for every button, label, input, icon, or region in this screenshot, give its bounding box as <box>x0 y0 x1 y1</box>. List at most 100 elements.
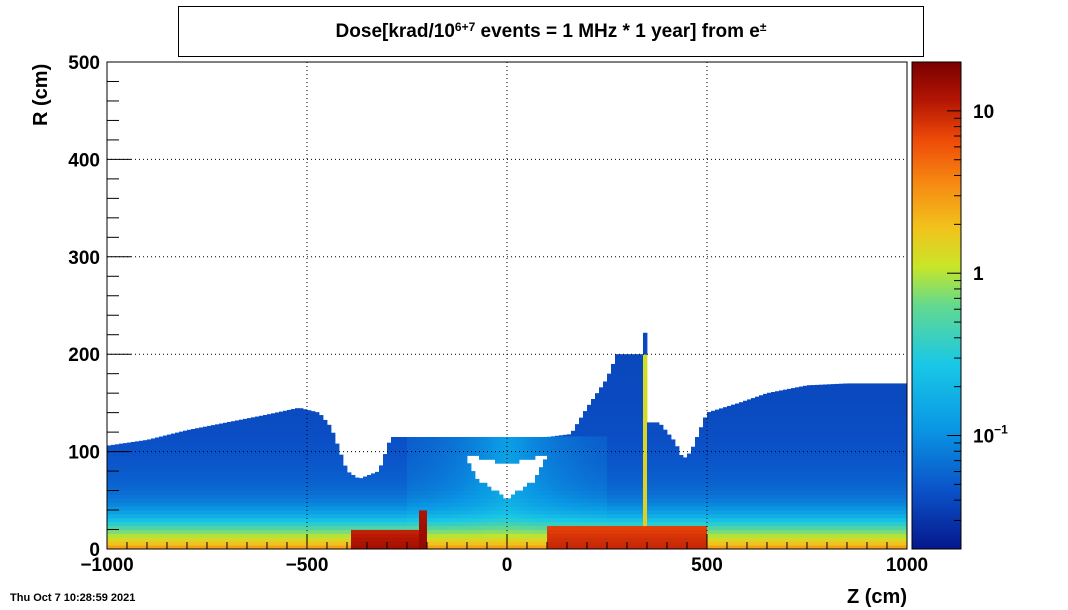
heatmap-cell <box>655 502 660 507</box>
heatmap-cell <box>491 525 496 530</box>
heatmap-cell <box>423 478 428 484</box>
heatmap-cell <box>691 494 696 499</box>
heatmap-cell <box>483 443 488 449</box>
heatmap-cell <box>363 537 368 542</box>
heatmap-cell <box>255 513 260 519</box>
heatmap-cell <box>287 451 292 456</box>
heatmap-cell <box>167 463 172 468</box>
heatmap-cell <box>531 494 536 499</box>
heatmap-cell <box>335 513 340 519</box>
heatmap-cell <box>627 478 632 484</box>
heatmap-cell <box>231 525 236 530</box>
heatmap-cell <box>699 482 704 488</box>
heatmap-cell <box>139 521 144 527</box>
heatmap-cell <box>715 416 720 421</box>
heatmap-cell <box>639 389 644 394</box>
heatmap-cell <box>475 436 480 441</box>
heatmap-cell <box>719 517 724 523</box>
heatmap-cell <box>275 521 280 527</box>
heatmap-cell <box>611 416 616 421</box>
heatmap-cell <box>267 414 272 417</box>
heatmap-cell <box>307 467 312 472</box>
heatmap-cell <box>591 439 596 445</box>
heatmap-cell <box>651 436 656 441</box>
heatmap-cell <box>351 498 356 503</box>
heatmap-cell <box>383 521 388 527</box>
heatmap-cell <box>523 455 528 460</box>
heatmap-cell <box>287 474 292 480</box>
heatmap-cell <box>719 439 724 445</box>
heatmap-cell <box>383 494 388 499</box>
heatmap-cell <box>335 467 340 472</box>
heatmap-cell <box>395 517 400 523</box>
heatmap-cell <box>619 404 624 410</box>
heatmap-cell <box>415 525 420 530</box>
heatmap-cell <box>207 513 212 519</box>
heatmap-cell <box>223 463 228 468</box>
heatmap-cell <box>627 529 632 534</box>
heatmap-cell <box>363 513 368 519</box>
heatmap-cell <box>487 498 492 503</box>
heatmap-cell <box>635 400 640 406</box>
heatmap-cell <box>663 545 668 549</box>
heatmap-cell <box>131 513 136 519</box>
heatmap-cell <box>319 420 324 425</box>
heatmap-cell <box>487 447 492 452</box>
heatmap-cell <box>647 513 652 519</box>
heatmap-cell <box>275 428 280 433</box>
heatmap-cell <box>387 474 392 480</box>
heatmap-cell <box>723 436 728 441</box>
heatmap-cell <box>303 517 308 523</box>
heatmap-cell <box>139 529 144 534</box>
heatmap-cell <box>107 471 112 476</box>
heatmap-cell <box>687 545 692 549</box>
heatmap-cell <box>631 537 636 542</box>
heatmap-cell <box>443 533 448 538</box>
heatmap-cell <box>583 506 588 511</box>
heatmap-cell <box>547 502 552 507</box>
heatmap-cell <box>151 459 156 464</box>
heatmap-cell <box>167 478 172 484</box>
heatmap-cell <box>383 482 388 488</box>
heatmap-cell <box>235 490 240 495</box>
heatmap-cell <box>619 513 624 519</box>
heatmap-cell <box>707 436 712 441</box>
heatmap-cell <box>619 389 624 394</box>
heatmap-cell <box>555 545 560 549</box>
heatmap-cell <box>707 443 712 449</box>
heatmap-cell <box>727 467 732 472</box>
heatmap-cell <box>643 365 648 371</box>
heatmap-cell <box>443 486 448 491</box>
heatmap-cell <box>107 541 112 546</box>
heatmap-cell <box>311 439 316 445</box>
heatmap-cell <box>603 463 608 468</box>
heatmap-cell <box>591 420 596 425</box>
heatmap-cell <box>623 373 628 378</box>
heatmap-cell <box>291 506 296 511</box>
heatmap-cell <box>263 416 268 421</box>
heatmap-cell <box>587 436 592 441</box>
heatmap-cell <box>295 474 300 480</box>
heatmap-cell <box>607 447 612 452</box>
heatmap-cell <box>415 447 420 452</box>
heatmap-cell <box>215 525 220 530</box>
heatmap-cell <box>723 424 728 429</box>
heatmap-cell <box>719 490 724 495</box>
heatmap-cell <box>435 541 440 546</box>
heatmap-cell <box>111 541 116 546</box>
heatmap-cell <box>435 510 440 515</box>
heatmap-cell <box>635 369 640 375</box>
heatmap-cell <box>119 463 124 468</box>
heatmap-cell <box>187 467 192 472</box>
heatmap-cell <box>579 451 584 456</box>
heatmap-cell <box>111 506 116 511</box>
heatmap-cell <box>143 510 148 515</box>
heatmap-cell <box>479 529 484 534</box>
heatmap-cell <box>195 447 200 452</box>
heatmap-cell <box>651 439 656 445</box>
heatmap-cell <box>731 428 736 433</box>
heatmap-cell <box>431 494 436 499</box>
heatmap-cell <box>275 525 280 530</box>
heatmap-cell <box>327 525 332 530</box>
